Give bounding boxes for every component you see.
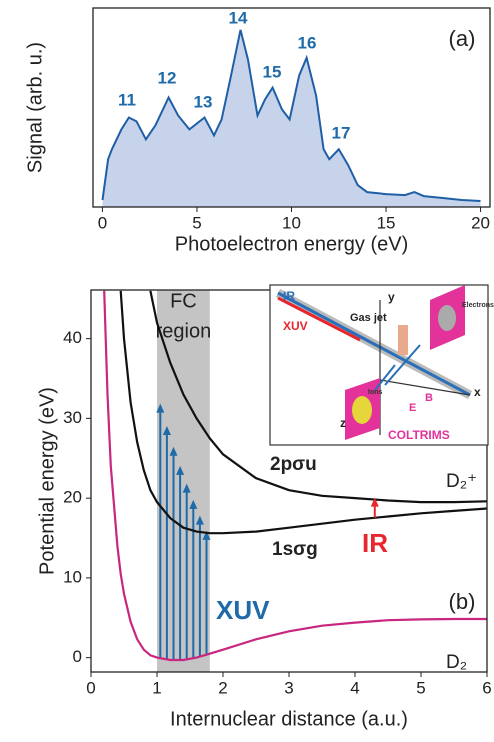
harmonic-label: 13 [194,92,213,111]
inset-label: Electrons [462,302,494,309]
figure: 05101520Photoelectron energy (eV)Signal … [0,0,494,742]
x-tick-label: 4 [350,678,359,697]
inset-label: COLTRIMS [388,428,450,442]
x-tick-label: 15 [377,213,396,232]
harmonic-label: 17 [332,123,351,142]
xuv-label: XUV [216,595,270,625]
x-tick-label: 0 [86,678,95,697]
inset-label: z [340,416,346,430]
harmonic-label: 12 [158,68,177,87]
y-axis-label: Potential energy (eV) [36,387,58,575]
harmonic-label: 11 [118,90,136,109]
x-tick-label: 20 [471,213,490,232]
panel-label: (b) [449,589,476,614]
fc-region-label: region [156,320,212,342]
harmonic-label: 14 [229,8,248,27]
panel-label: (a) [449,26,476,51]
ir-label: IR [362,528,388,558]
series-label: 2pσu [270,454,317,475]
x-tick-label: 5 [416,678,425,697]
inset-label: Ions [368,389,382,396]
inset-label: x [474,385,481,399]
y-tick-label: 40 [63,328,82,347]
x-tick-label: 10 [282,213,301,232]
ion-label: D₂⁺ [446,471,477,492]
x-tick-label: 3 [284,678,293,697]
inset-label: IR [283,289,295,303]
x-tick-label: 6 [482,678,491,697]
fc-region-label: FC [170,290,197,312]
x-tick-label: 5 [192,213,201,232]
x-axis-label: Internuclear distance (a.u.) [170,708,408,730]
ion-image [352,396,372,424]
inset-label: E [409,402,416,414]
series-label: 1sσg [272,539,318,560]
inset-label: Gas jet [350,312,387,324]
y-tick-label: 20 [63,488,82,507]
inset-label: B [425,392,433,404]
x-axis-label: Photoelectron energy (eV) [175,233,408,255]
harmonic-label: 16 [298,33,317,52]
series-label: D₂ [446,652,467,673]
inset-label: y [388,290,395,304]
inset-label: XUV [283,319,308,333]
y-tick-label: 0 [73,647,82,666]
gas-jet [398,325,408,355]
harmonic-label: 15 [263,62,282,81]
electron-image [438,305,456,331]
x-tick-label: 1 [152,678,161,697]
x-tick-label: 0 [98,213,107,232]
y-axis-label: Signal (arb. u.) [24,42,46,173]
y-tick-label: 30 [63,408,82,427]
y-tick-label: 10 [63,567,82,586]
x-tick-label: 2 [218,678,227,697]
